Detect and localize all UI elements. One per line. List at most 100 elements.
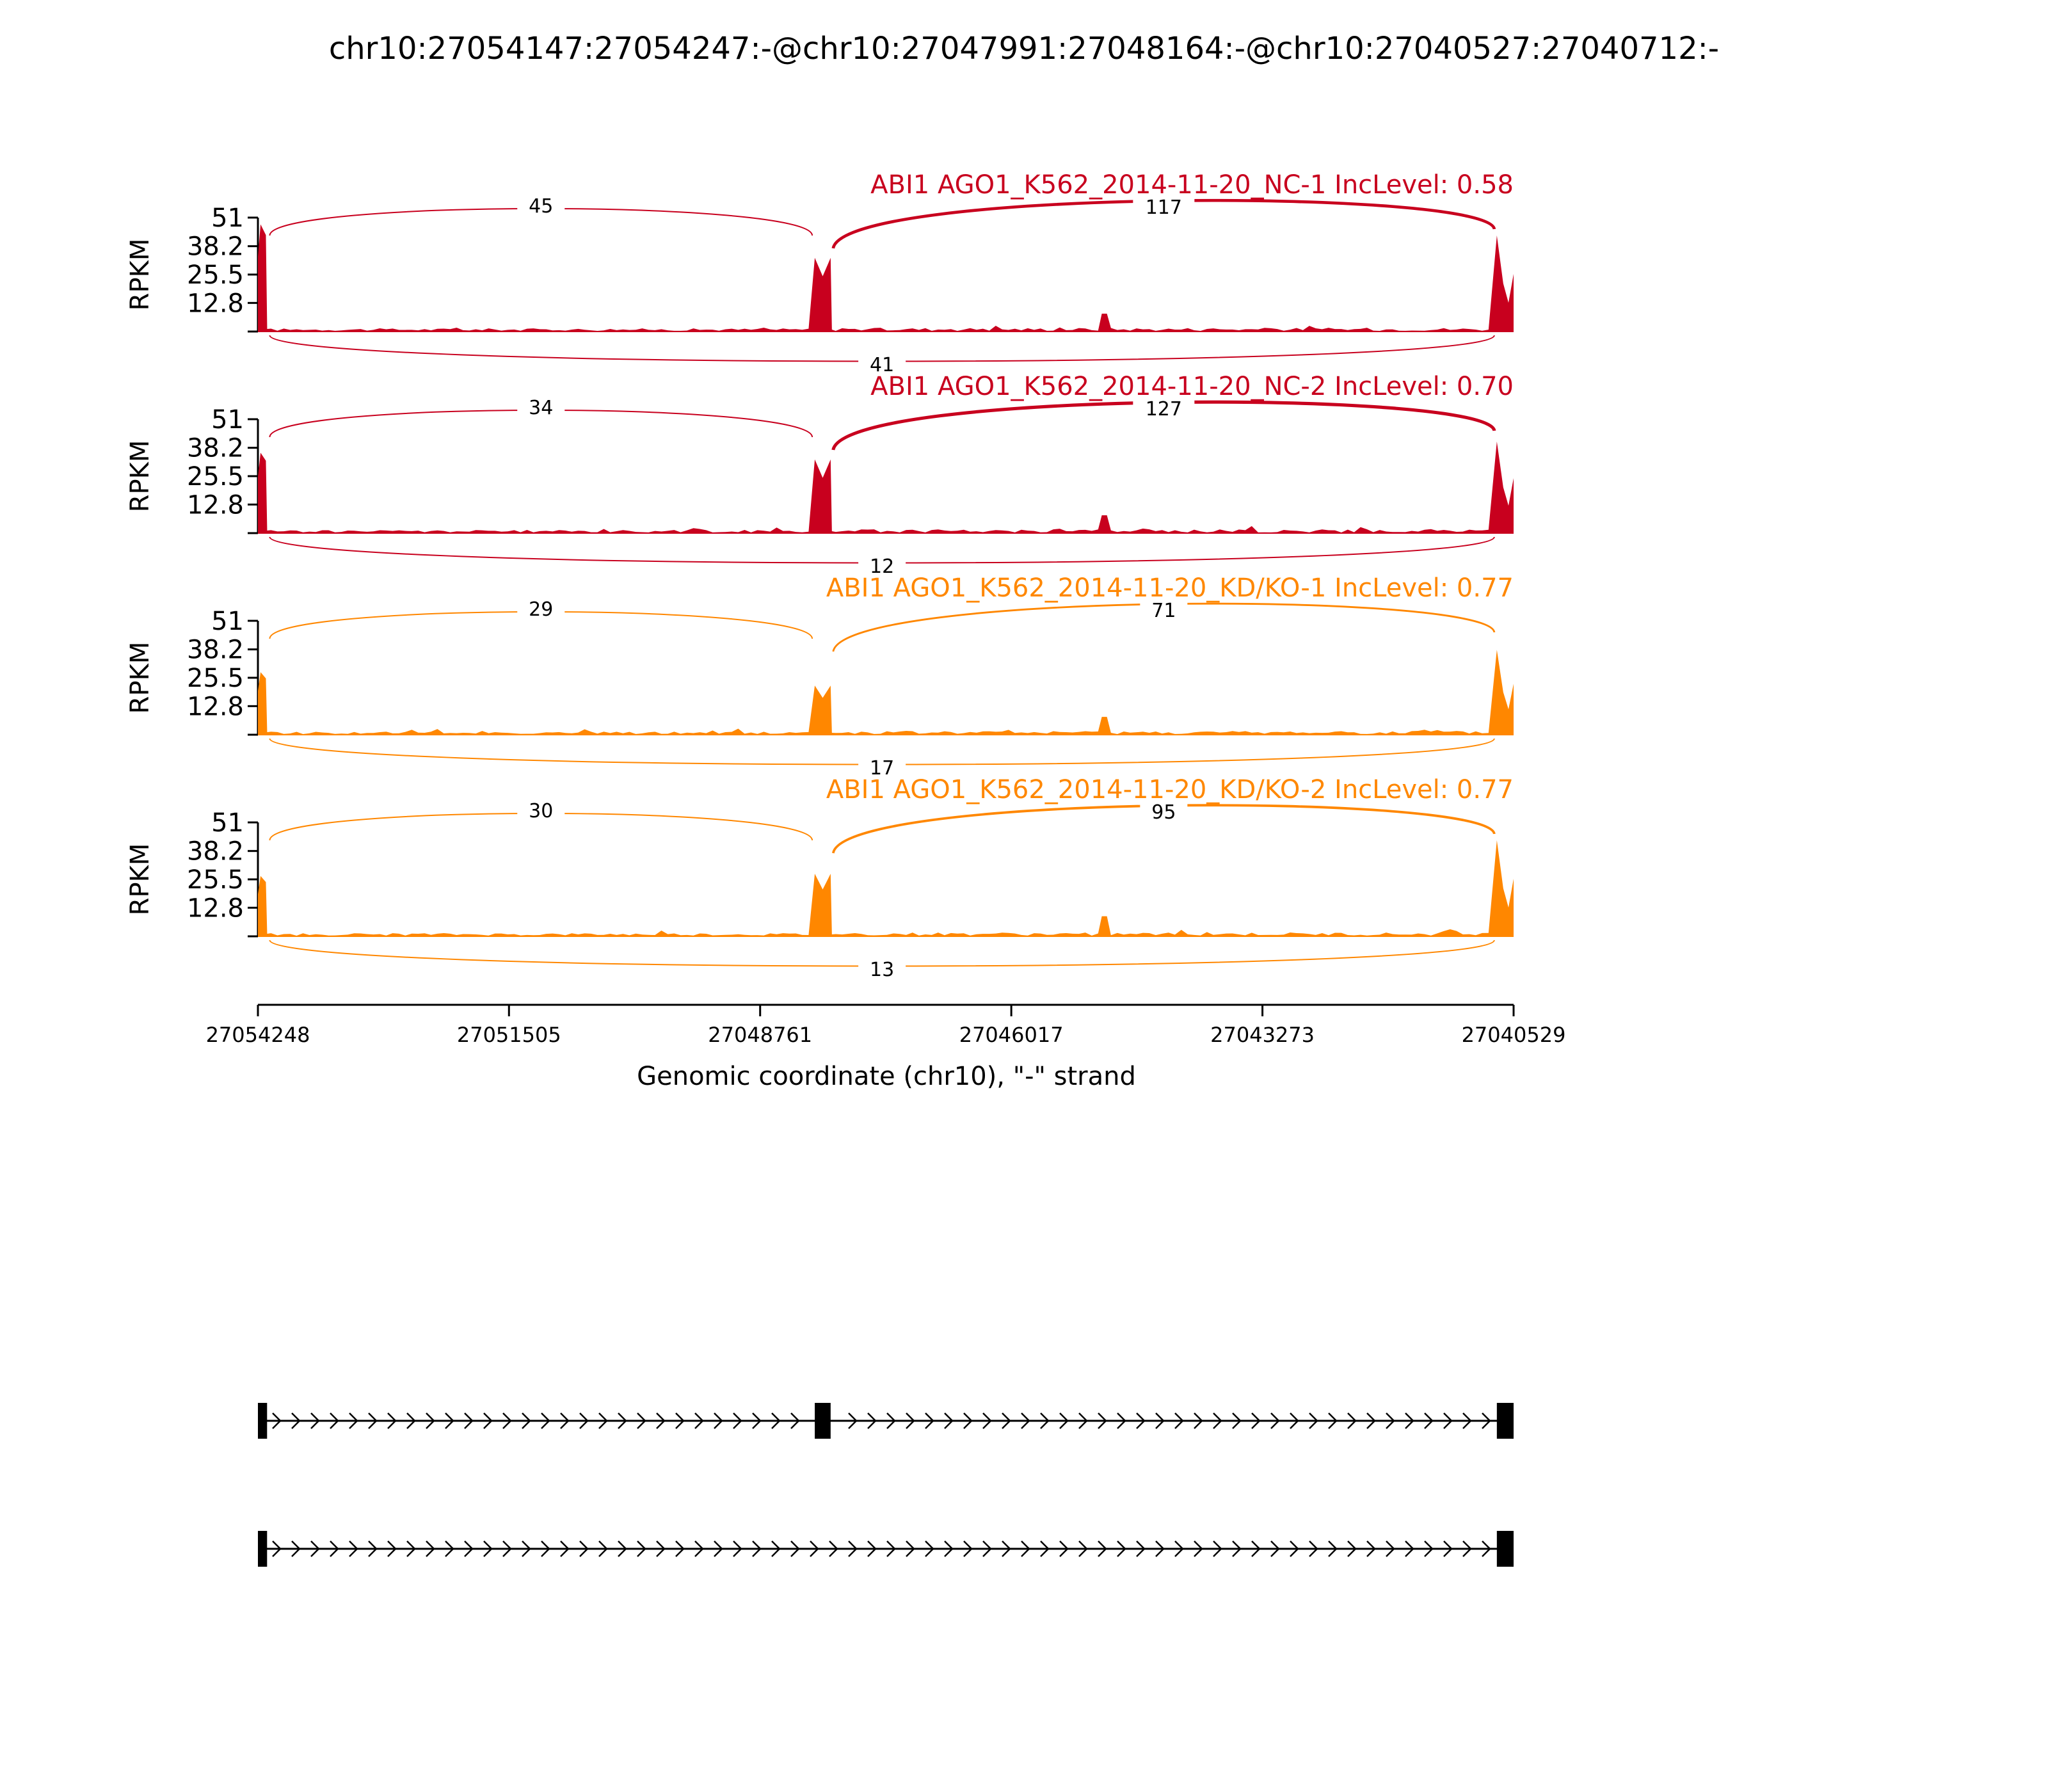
junction-label-background: [1140, 598, 1188, 621]
strand-arrow: [886, 1540, 896, 1557]
strand-arrow: [598, 1540, 608, 1557]
y-tick-label: 25.5: [187, 462, 244, 492]
strand-arrow: [714, 1412, 723, 1429]
strand-arrow: [1232, 1540, 1242, 1557]
strand-arrow: [1078, 1540, 1088, 1557]
junction-label-background: [858, 554, 906, 577]
strand-arrow: [944, 1412, 954, 1429]
strand-arrow: [714, 1540, 723, 1557]
strand-arrow: [349, 1412, 358, 1429]
junction-label-background: [858, 352, 906, 375]
strand-arrow: [906, 1412, 915, 1429]
strand-arrow: [1078, 1412, 1088, 1429]
junction-label-background: [1140, 799, 1188, 822]
strand-arrow: [522, 1412, 531, 1429]
strand-arrow: [272, 1540, 282, 1557]
strand-arrow: [752, 1540, 762, 1557]
strand-arrow: [445, 1540, 454, 1557]
strand-arrow: [1040, 1412, 1050, 1429]
strand-arrow: [810, 1540, 819, 1557]
strand-arrow: [790, 1412, 800, 1429]
y-axis-label: RPKM: [125, 239, 155, 311]
strand-arrow: [637, 1412, 646, 1429]
strand-arrow: [1309, 1540, 1318, 1557]
strand-arrow: [1366, 1540, 1376, 1557]
junction-count-label: 95: [1151, 801, 1176, 824]
coverage-panels: ABI1 AGO1_K562_2014-11-20_NC-1 IncLevel:…: [125, 170, 1514, 981]
x-tick-label: 27054248: [206, 1023, 310, 1047]
strand-arrow: [771, 1540, 781, 1557]
strand-arrow: [1174, 1412, 1184, 1429]
strand-arrow: [1462, 1412, 1472, 1429]
coverage-panel-3: ABI1 AGO1_K562_2014-11-20_KD/KO-1 IncLev…: [125, 573, 1514, 780]
strand-arrow: [982, 1540, 992, 1557]
junction-label-background: [1133, 195, 1195, 218]
x-axis: 27054248 27051505 27048761 27046017 27043273…: [206, 1004, 1565, 1047]
strand-arrow: [656, 1540, 666, 1557]
y-tick-label: 25.5: [187, 260, 244, 290]
strand-arrow: [1443, 1540, 1453, 1557]
y-tick-label: 51: [211, 204, 244, 233]
strand-arrow: [1155, 1540, 1165, 1557]
strand-arrow: [1462, 1540, 1472, 1557]
junction-label-background: [1133, 396, 1195, 419]
strand-arrow: [637, 1540, 646, 1557]
strand-arrow: [1386, 1540, 1395, 1557]
strand-arrow: [1059, 1412, 1069, 1429]
strand-arrow: [387, 1540, 397, 1557]
strand-arrow: [406, 1412, 416, 1429]
exon-block: [1496, 1531, 1514, 1567]
strand-arrow: [1040, 1540, 1050, 1557]
x-tick-label: 27048761: [708, 1023, 812, 1047]
strand-arrow: [1021, 1412, 1030, 1429]
strand-arrow: [483, 1412, 493, 1429]
strand-arrow: [1443, 1412, 1453, 1429]
strand-arrow: [291, 1540, 301, 1557]
strand-arrow: [1251, 1540, 1261, 1557]
x-tick-label: 27051505: [457, 1023, 561, 1047]
strand-arrow: [368, 1540, 378, 1557]
y-axis-label: RPKM: [125, 440, 155, 513]
strand-arrow: [848, 1540, 858, 1557]
chart-title: chr10:27054147:27054247:-@chr10:27047991…: [329, 31, 1719, 67]
strand-arrow: [579, 1540, 589, 1557]
y-tick-label: 25.5: [187, 865, 244, 895]
y-tick-label: 12.8: [187, 289, 244, 318]
x-axis-label: Genomic coordinate (chr10), "-" strand: [637, 1062, 1136, 1091]
strand-arrow: [963, 1412, 973, 1429]
y-tick-label: 12.8: [187, 692, 244, 721]
strand-arrow: [368, 1412, 378, 1429]
junction-count-label: 13: [870, 959, 894, 981]
y-tick-label: 38.2: [187, 837, 244, 867]
strand-arrow: [1309, 1412, 1318, 1429]
strand-arrow: [502, 1540, 512, 1557]
strand-arrow: [502, 1412, 512, 1429]
strand-arrow: [848, 1412, 858, 1429]
strand-arrow: [464, 1412, 474, 1429]
strand-arrow: [560, 1412, 570, 1429]
strand-arrow: [349, 1540, 358, 1557]
strand-arrow: [963, 1540, 973, 1557]
isoform-1: [258, 1403, 1514, 1439]
strand-arrow: [1002, 1540, 1011, 1557]
y-tick-label: 51: [211, 607, 244, 636]
strand-arrow: [330, 1412, 339, 1429]
strand-arrow: [541, 1412, 550, 1429]
y-tick-label: 38.2: [187, 636, 244, 665]
strand-arrow: [291, 1412, 301, 1429]
exon-block: [258, 1403, 268, 1439]
strand-arrow: [1136, 1412, 1146, 1429]
strand-arrow: [829, 1540, 838, 1557]
junction-label-background: [517, 395, 565, 418]
strand-arrow: [1251, 1412, 1261, 1429]
strand-arrow: [1347, 1540, 1357, 1557]
junction-count-label: 71: [1151, 600, 1176, 622]
strand-arrow: [1021, 1540, 1030, 1557]
junction-count-label: 30: [529, 800, 553, 822]
strand-arrow: [541, 1540, 550, 1557]
strand-arrow: [925, 1412, 934, 1429]
y-tick-label: 12.8: [187, 893, 244, 923]
junction-label-background: [858, 755, 906, 778]
